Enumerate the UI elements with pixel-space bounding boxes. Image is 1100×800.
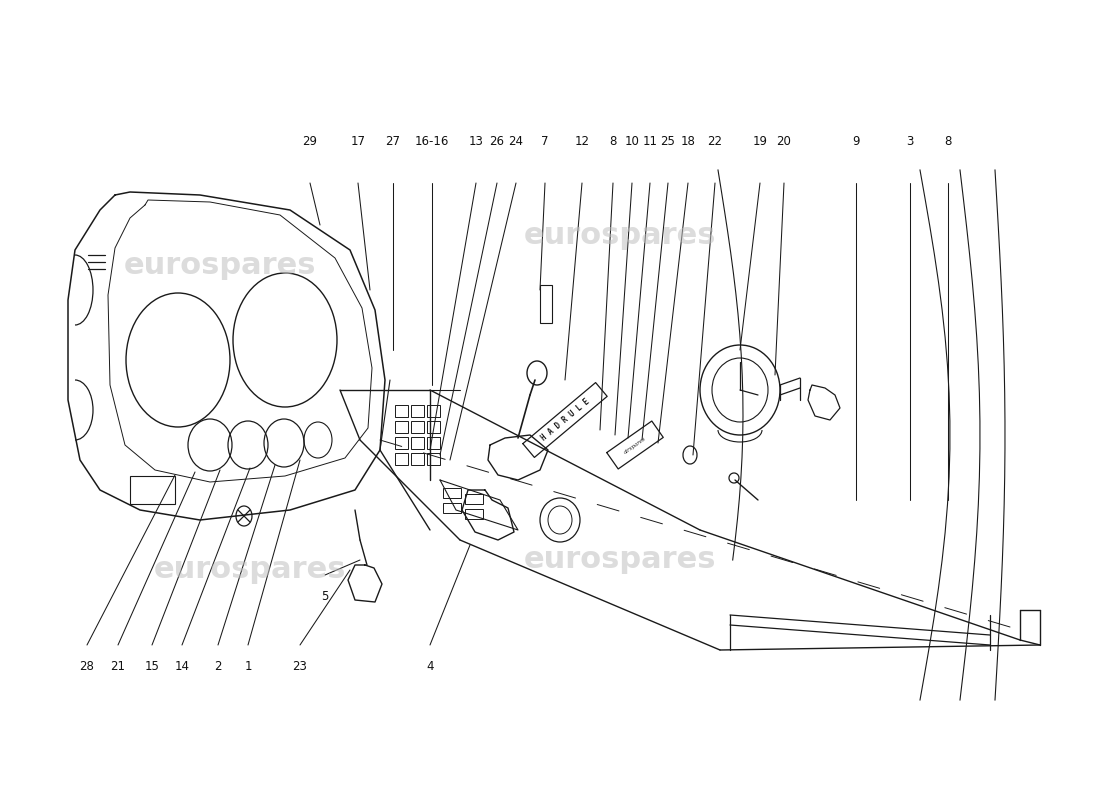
- Text: airspares: airspares: [623, 435, 647, 454]
- Text: 15: 15: [144, 660, 159, 673]
- Text: 22: 22: [707, 135, 723, 148]
- Text: 9: 9: [852, 135, 860, 148]
- Bar: [411, 437, 424, 449]
- Text: 5: 5: [321, 590, 329, 603]
- Text: 20: 20: [777, 135, 791, 148]
- Text: 28: 28: [79, 660, 95, 673]
- Text: eurospares: eurospares: [524, 546, 716, 574]
- Text: 24: 24: [508, 135, 524, 148]
- Bar: [411, 453, 424, 465]
- Text: 18: 18: [681, 135, 695, 148]
- Bar: [427, 437, 440, 449]
- Text: 13: 13: [469, 135, 483, 148]
- Text: 29: 29: [302, 135, 318, 148]
- Text: 17: 17: [351, 135, 365, 148]
- Text: 12: 12: [574, 135, 590, 148]
- Bar: [443, 503, 461, 513]
- Bar: [443, 488, 461, 498]
- Bar: [411, 421, 424, 433]
- Text: 26: 26: [490, 135, 505, 148]
- Text: 3: 3: [906, 135, 914, 148]
- Bar: [465, 494, 483, 504]
- Text: 25: 25: [661, 135, 675, 148]
- Text: 8: 8: [609, 135, 617, 148]
- Bar: [395, 437, 408, 449]
- Text: H A D R U L E: H A D R U L E: [539, 398, 591, 442]
- Text: eurospares: eurospares: [154, 555, 346, 585]
- Text: 21: 21: [110, 660, 125, 673]
- Bar: [411, 405, 424, 417]
- Text: 1: 1: [244, 660, 252, 673]
- Bar: [130, 476, 175, 504]
- Text: eurospares: eurospares: [123, 250, 317, 279]
- Bar: [465, 509, 483, 519]
- Text: 10: 10: [625, 135, 639, 148]
- Bar: [395, 453, 408, 465]
- Text: 19: 19: [752, 135, 768, 148]
- Text: 8: 8: [944, 135, 952, 148]
- Text: 14: 14: [175, 660, 189, 673]
- Bar: [395, 405, 408, 417]
- Bar: [395, 421, 408, 433]
- Text: eurospares: eurospares: [524, 221, 716, 250]
- Text: 4: 4: [427, 660, 433, 673]
- Bar: [427, 421, 440, 433]
- Text: 27: 27: [385, 135, 400, 148]
- Text: 16-16: 16-16: [415, 135, 449, 148]
- Bar: [427, 405, 440, 417]
- Bar: [540, 285, 552, 323]
- Bar: [427, 453, 440, 465]
- Text: 7: 7: [541, 135, 549, 148]
- Text: 2: 2: [214, 660, 222, 673]
- Text: 11: 11: [642, 135, 658, 148]
- Text: 23: 23: [293, 660, 307, 673]
